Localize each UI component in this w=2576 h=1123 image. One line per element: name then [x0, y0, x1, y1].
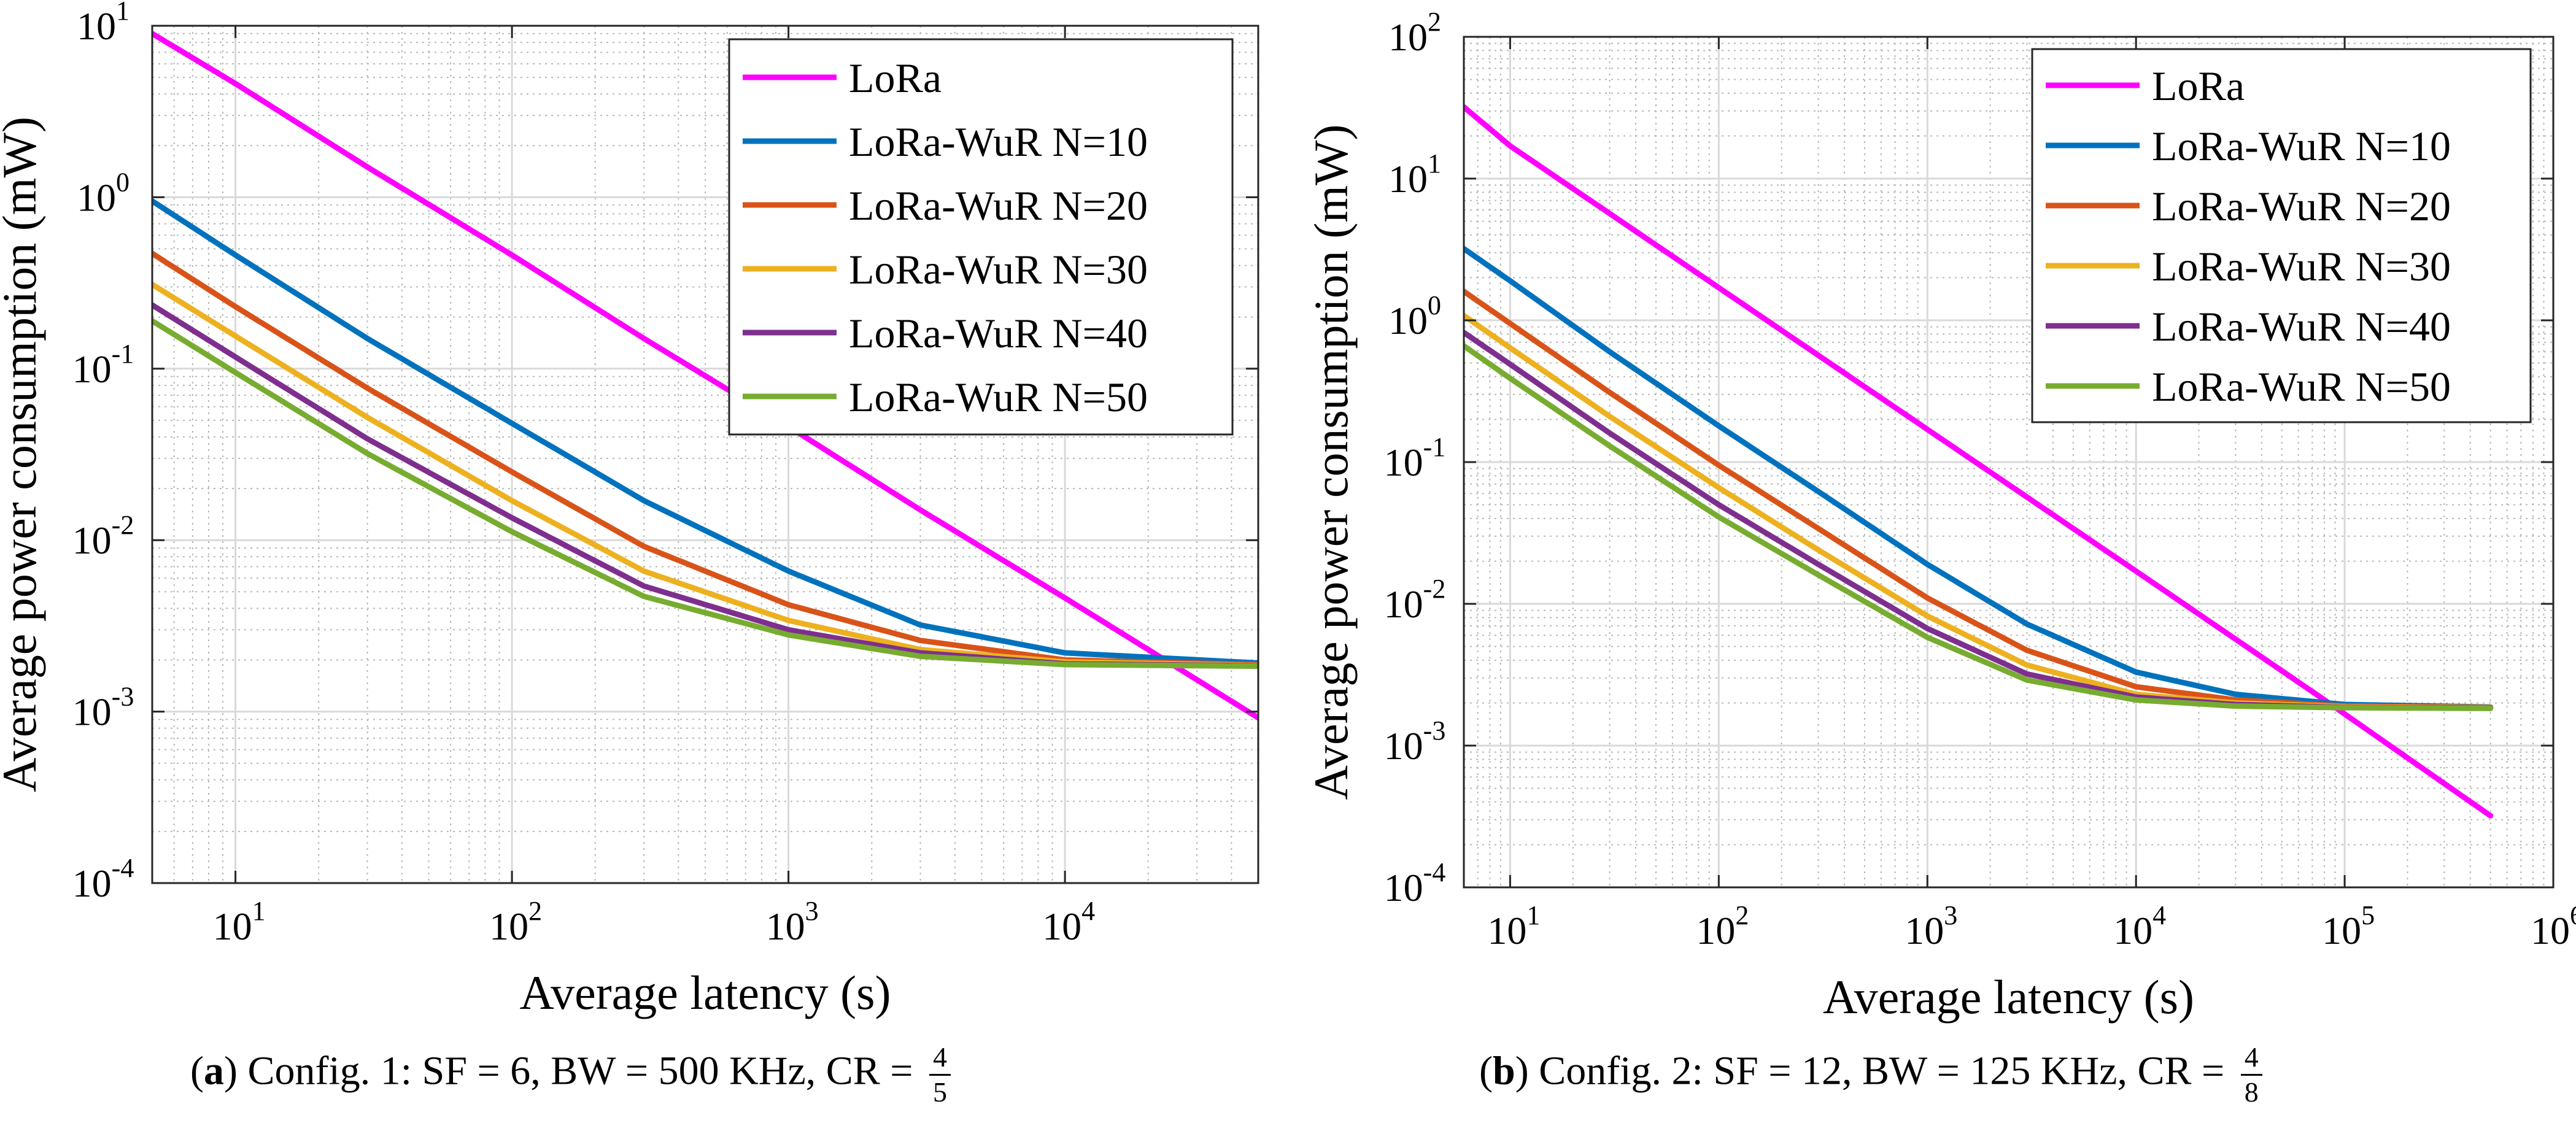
y-tick-label: 102 — [1388, 7, 1441, 59]
y-tick-label: 10-3 — [72, 682, 134, 734]
y-tick-label: 10-4 — [1384, 857, 1446, 909]
caption-a-cr-denominator: 5 — [933, 1076, 948, 1108]
legend-entry: LoRa — [2152, 63, 2245, 109]
x-tick-label: 101 — [213, 896, 266, 948]
axes-box — [151, 25, 1259, 884]
caption-b: (b) Config. 2: SF = 12, BW = 125 KHz, CR… — [1479, 1043, 2262, 1106]
x-tick-label: 104 — [1042, 896, 1095, 948]
legend-entry: LoRa-WuR N=20 — [2152, 183, 2451, 230]
y-tick-label: 10-2 — [1384, 574, 1446, 626]
y-tick-label: 10-1 — [72, 339, 134, 391]
caption-a: (a) Config. 1: SF = 6, BW = 500 KHz, CR … — [190, 1043, 951, 1106]
legend-entry: LoRa-WuR N=30 — [849, 246, 1148, 293]
series-line — [152, 31, 1258, 721]
y-tick-label: 10-3 — [1384, 716, 1446, 768]
series-line — [152, 318, 1258, 670]
caption-b-text: Config. 2: SF = 12, BW = 125 KHz, CR = — [1528, 1048, 2235, 1094]
series-line — [152, 198, 1258, 666]
legend-entry: LoRa-WuR N=10 — [2152, 123, 2451, 169]
legend-entry: LoRa-WuR N=40 — [849, 310, 1148, 357]
x-tick-label: 102 — [1696, 900, 1749, 952]
legend-entry: LoRa — [849, 55, 942, 101]
caption-a-cr-numerator: 4 — [929, 1043, 951, 1076]
y-tick-label: 101 — [77, 0, 130, 48]
legend-entry: LoRa-WuR N=50 — [849, 374, 1148, 420]
x-tick-label: 106 — [2531, 900, 2576, 952]
caption-b-cr-denominator: 8 — [2244, 1076, 2259, 1108]
legend-entry: LoRa-WuR N=30 — [2152, 243, 2451, 290]
x-tick-label: 102 — [489, 896, 542, 948]
y-tick-label: 10-1 — [1384, 432, 1446, 484]
y-tick-label: 100 — [1388, 290, 1441, 342]
tick-marks — [1464, 36, 2555, 889]
y-tick-label: 101 — [1388, 149, 1441, 201]
y-tick-label: 10-4 — [72, 853, 134, 905]
y-axis-label: Average power consumption (mW) — [0, 117, 46, 792]
legend-entry: LoRa-WuR N=40 — [2152, 303, 2451, 350]
legend: LoRa LoRa-WuR N=10 LoRa-WuR N=20 LoRa-WuR N… — [2031, 48, 2532, 423]
y-tick-label: 10-2 — [72, 510, 134, 562]
tick-marks — [152, 25, 1258, 884]
caption-b-label: b — [1492, 1048, 1515, 1094]
legend-box — [728, 38, 1234, 436]
x-tick-label: 105 — [2322, 900, 2375, 952]
legend-box — [2031, 48, 2532, 423]
legend-entry: LoRa-WuR N=50 — [2152, 363, 2451, 410]
x-tick-label: 103 — [1905, 900, 1957, 952]
legend-entry: LoRa-WuR N=10 — [849, 118, 1148, 165]
caption-b-cr-numerator: 4 — [2240, 1043, 2262, 1076]
x-axis-label: Average latency (s) — [520, 966, 891, 1019]
series-group — [1464, 104, 2494, 819]
caption-a-text: Config. 1: SF = 6, BW = 500 KHz, CR = — [237, 1048, 924, 1094]
series-group — [152, 31, 1258, 721]
legend: LoRa LoRa-WuR N=10 LoRa-WuR N=20 LoRa-WuR N… — [728, 38, 1234, 436]
x-tick-label: 101 — [1487, 900, 1540, 952]
x-axis-label: Average latency (s) — [1823, 970, 2194, 1024]
x-tick-label: 104 — [2113, 900, 2166, 952]
series-line — [152, 250, 1258, 668]
series-line — [1464, 245, 2494, 710]
y-axis-label: Average power consumption (mW) — [1304, 124, 1358, 800]
caption-a-label: a — [203, 1048, 224, 1094]
x-tick-label: 103 — [766, 896, 819, 948]
chart-b: 101 102 103 104 105 106 10-4 10-3 10-2 10-1 100 101… — [1304, 7, 2576, 1024]
legend-entry: LoRa-WuR N=20 — [849, 182, 1148, 229]
series-line — [1464, 343, 2494, 711]
y-tick-label: 100 — [77, 167, 130, 219]
chart-a: 101 102 103 104 10-4 10-3 10-2 10-1 100 101 Averag… — [0, 0, 1259, 1019]
